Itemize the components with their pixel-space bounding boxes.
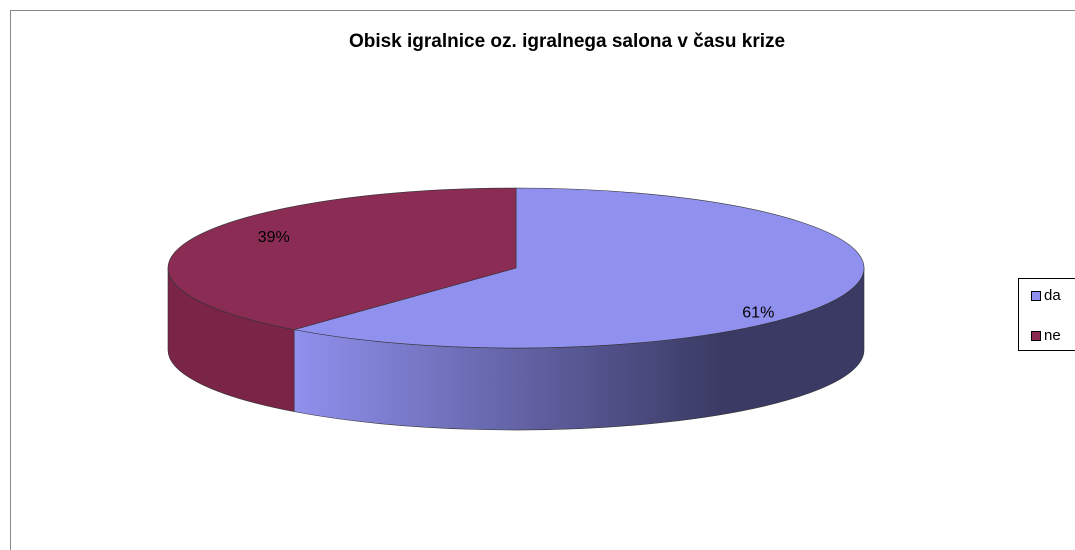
- legend-label: ne: [1044, 327, 1061, 344]
- data-label: 61%: [742, 304, 774, 321]
- legend: [1018, 278, 1075, 351]
- legend-swatch: [1031, 291, 1041, 301]
- slice: [167, 187, 517, 330]
- legend-label: da: [1044, 287, 1061, 304]
- pie: 61% 39%: [167, 187, 865, 431]
- slice: [294, 187, 865, 349]
- legend-swatch: [1031, 331, 1041, 341]
- data-label: 39%: [258, 229, 290, 246]
- chart-title: Obisk igralnice oz. igralnega salona v č…: [349, 31, 785, 52]
